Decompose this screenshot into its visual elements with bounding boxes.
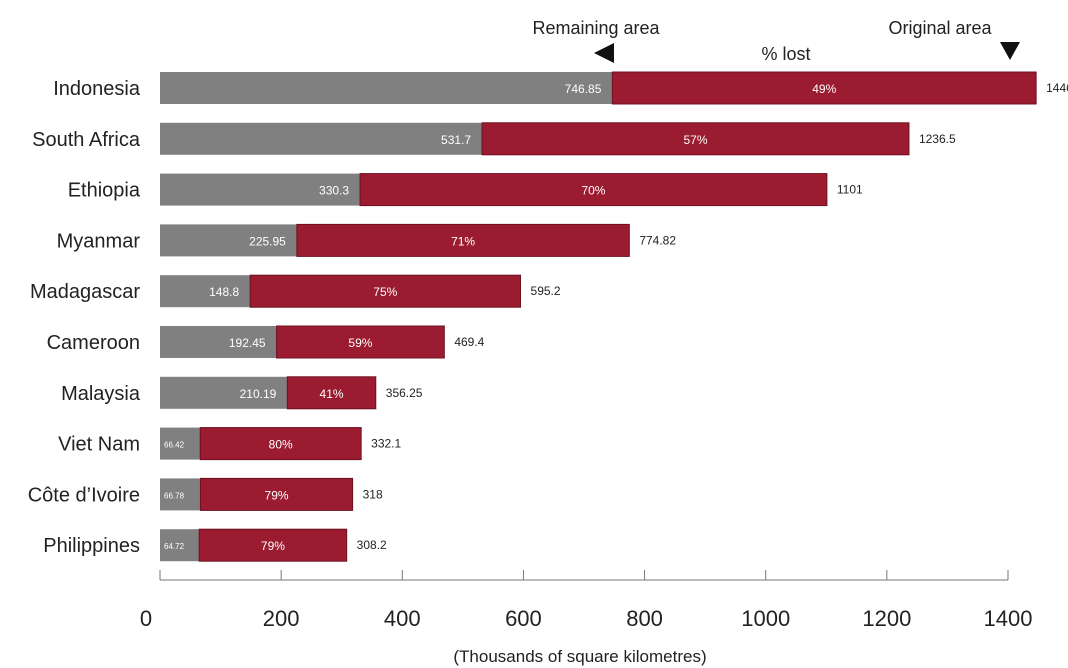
- lost-bar: [198, 528, 348, 562]
- lost-bar: [359, 173, 828, 207]
- x-tick-label: 600: [505, 606, 542, 631]
- remaining-value-label: 531.7: [441, 133, 471, 147]
- original-area-label: 1236.5: [919, 132, 956, 146]
- lost-bar: [611, 71, 1037, 105]
- original-arrow-icon: [1000, 42, 1020, 60]
- remaining-bar: [160, 173, 361, 206]
- lost-bar: [481, 122, 910, 156]
- x-tick-label: 1200: [862, 606, 911, 631]
- remaining-bar: [160, 72, 613, 104]
- remaining-value-label: 64.72: [164, 542, 185, 551]
- category-label: Côte d’Ivoire: [28, 484, 140, 506]
- lost-bar: [296, 223, 630, 257]
- percent-lost-label: 70%: [581, 184, 605, 198]
- x-axis: 0 200 400 600 800 1000 1200 1400: [140, 570, 1033, 631]
- category-label: Indonesia: [53, 78, 141, 100]
- remaining-value-label: 66.42: [164, 441, 185, 450]
- legend-remaining-label: Remaining area: [532, 18, 660, 38]
- original-area-label: 356.25: [386, 386, 423, 400]
- remaining-bar: [160, 122, 483, 155]
- percent-lost-label: 57%: [683, 133, 707, 147]
- original-area-label: 318: [363, 487, 383, 501]
- category-label: Viet Nam: [58, 434, 140, 456]
- remaining-value-label: 746.85: [565, 82, 602, 96]
- category-label: Malaysia: [61, 383, 141, 405]
- category-label: Ethiopia: [68, 180, 141, 202]
- legend-lost-label: % lost: [761, 44, 810, 64]
- original-area-label: 774.82: [639, 233, 676, 247]
- percent-lost-label: 49%: [812, 82, 836, 96]
- bars: Indonesia 746.85 49% 1446.43 South Africa 531…: [28, 71, 1068, 562]
- remaining-bar: [160, 224, 297, 257]
- remaining-bar: [160, 376, 288, 409]
- category-label: Cameroon: [47, 332, 140, 354]
- x-tick-label: 800: [626, 606, 663, 631]
- category-label: Madagascar: [30, 281, 140, 303]
- percent-lost-label: 59%: [348, 336, 372, 350]
- legend: Remaining area % lost Original area: [532, 18, 1020, 64]
- percent-lost-label: 80%: [269, 438, 293, 452]
- lost-bar: [199, 477, 354, 511]
- category-label: Myanmar: [57, 230, 141, 252]
- remaining-bar: [160, 478, 201, 511]
- lost-bar: [276, 325, 445, 359]
- percent-lost-label: 71%: [451, 234, 475, 248]
- original-area-label: 595.2: [531, 284, 561, 298]
- category-label: South Africa: [32, 129, 141, 151]
- category-label: Philippines: [43, 535, 140, 557]
- percent-lost-label: 79%: [265, 488, 289, 502]
- percent-lost-label: 41%: [320, 387, 344, 401]
- remaining-bar: [160, 529, 200, 562]
- x-tick-label: 1400: [984, 606, 1033, 631]
- remaining-value-label: 148.8: [209, 285, 239, 299]
- percent-lost-label: 79%: [261, 539, 285, 553]
- x-axis-title: (Thousands of square kilometres): [453, 647, 706, 666]
- x-tick-label: 200: [263, 606, 300, 631]
- original-area-label: 1101: [837, 183, 863, 197]
- legend-original-label: Original area: [888, 18, 992, 38]
- remaining-value-label: 225.95: [249, 234, 286, 248]
- original-area-label: 1446.43: [1046, 81, 1068, 95]
- original-area-label: 308.2: [357, 538, 387, 552]
- remaining-value-label: 66.78: [164, 491, 185, 500]
- lost-bar: [249, 274, 522, 308]
- remaining-arrow-icon: [594, 43, 614, 63]
- remaining-value-label: 192.45: [229, 336, 266, 350]
- lost-bar: [286, 376, 377, 410]
- remaining-bar: [160, 427, 201, 460]
- lost-bar: [199, 427, 362, 461]
- percent-lost-label: 75%: [373, 285, 397, 299]
- original-area-label: 469.4: [454, 335, 484, 349]
- x-tick-label: 0: [140, 606, 152, 631]
- x-tick-label: 400: [384, 606, 421, 631]
- remaining-value-label: 330.3: [319, 184, 349, 198]
- original-area-label: 332.1: [371, 437, 401, 451]
- remaining-bar: [160, 326, 277, 358]
- remaining-value-label: 210.19: [240, 387, 277, 401]
- remaining-bar: [160, 275, 251, 308]
- x-tick-label: 1000: [741, 606, 790, 631]
